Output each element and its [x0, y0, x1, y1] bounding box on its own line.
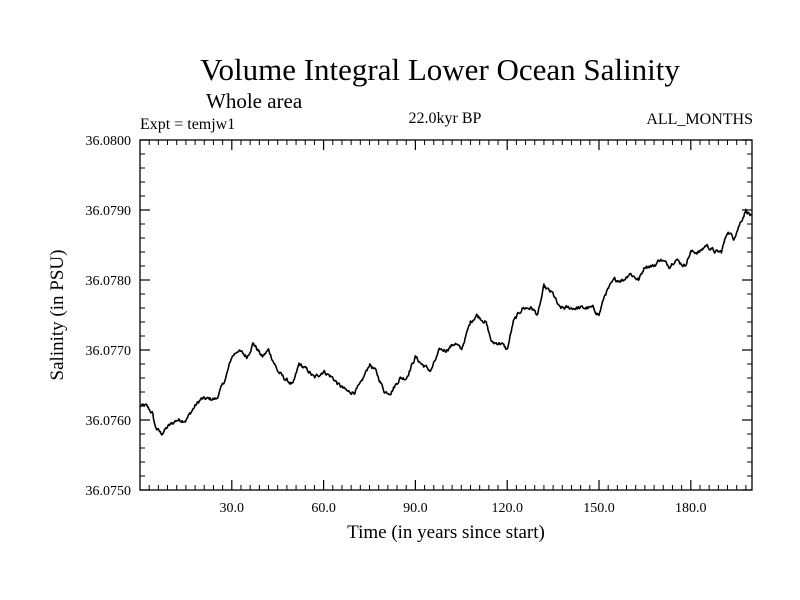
series-line-salinity	[139, 208, 753, 436]
y-tick-label: 36.0780	[86, 274, 132, 289]
x-tick-label: 90.0	[403, 501, 428, 516]
x-axis-label: Time (in years since start)	[347, 522, 545, 543]
y-axis-ticks: 36.0750 36.0760 36.0770 36.0780 36.0790 36.08…	[86, 134, 752, 499]
y-tick-label: 36.0750	[86, 484, 132, 499]
y-axis-label: Salinity (in PSU)	[47, 250, 68, 381]
period-label: 22.0kyr BP	[409, 110, 482, 127]
x-axis-ticks: 30.0 60.0 90.0 120.0 150.0 180.0	[148, 140, 747, 516]
x-tick-label: 120.0	[491, 501, 523, 516]
experiment-label: Expt = temjw1	[140, 116, 235, 133]
x-tick-label: 150.0	[583, 501, 615, 516]
months-label: ALL_MONTHS	[646, 111, 753, 128]
x-tick-label: 180.0	[675, 501, 707, 516]
chart-title: Volume Integral Lower Ocean Salinity	[200, 52, 680, 87]
chart-subtitle: Whole area	[206, 89, 303, 113]
series-group	[139, 208, 753, 436]
y-tick-label: 36.0800	[86, 134, 132, 149]
plot-frame	[139, 139, 753, 491]
y-tick-label: 36.0760	[86, 414, 132, 429]
x-tick-label: 60.0	[311, 501, 336, 516]
x-tick-label: 30.0	[220, 501, 245, 516]
y-tick-label: 36.0790	[86, 204, 132, 219]
y-tick-label: 36.0770	[86, 344, 132, 359]
